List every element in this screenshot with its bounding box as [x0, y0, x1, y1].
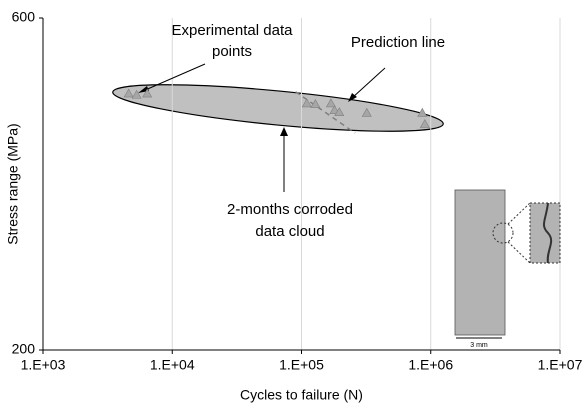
- data-point: [310, 98, 321, 108]
- data-point: [417, 107, 428, 117]
- x-axis-label: Cycles to failure (N): [240, 387, 363, 403]
- specimen-image: [454, 189, 506, 336]
- detail-line: [507, 241, 531, 264]
- data-point: [301, 98, 312, 108]
- detail-circle: [492, 222, 514, 244]
- x-tick-label: 1.E+06: [408, 357, 453, 373]
- arrow-head: [348, 93, 357, 102]
- detail-image: [529, 202, 561, 264]
- detail-line: [507, 202, 531, 225]
- data-cloud: [112, 84, 444, 132]
- specimen-inset: 3 mm: [454, 189, 561, 349]
- y-axis-label: Stress range (MPa): [5, 123, 21, 244]
- x-tick-label: 1.E+04: [150, 357, 195, 373]
- annotation: Experimental data: [172, 22, 294, 39]
- corrosion-edge: [542, 202, 553, 264]
- arrow-head: [280, 127, 288, 136]
- data-point: [131, 89, 142, 99]
- scale-label: 3 mm: [470, 342, 488, 349]
- data-point: [142, 88, 153, 98]
- annotation: Prediction line: [351, 34, 445, 51]
- data-point: [123, 88, 134, 98]
- data-point: [361, 107, 372, 117]
- x-tick-label: 1.E+07: [538, 357, 583, 373]
- cloud-ellipse: [112, 84, 444, 132]
- data-point: [334, 107, 345, 117]
- x-tick-label: 1.E+05: [279, 357, 324, 373]
- prediction-line: [295, 91, 356, 134]
- annotation: data cloud: [255, 223, 324, 240]
- y-tick-label: 200: [12, 341, 36, 357]
- x-tick-label: 1.E+03: [21, 357, 66, 373]
- arrow: [351, 67, 386, 99]
- data-point: [325, 98, 336, 108]
- y-tick-label: 600: [12, 9, 36, 25]
- annotations: Experimental data points Prediction line…: [138, 22, 445, 240]
- arrow: [142, 63, 206, 92]
- annotation: points: [212, 43, 252, 60]
- annotation: 2-months corroded: [227, 201, 353, 218]
- data-point: [419, 119, 430, 128]
